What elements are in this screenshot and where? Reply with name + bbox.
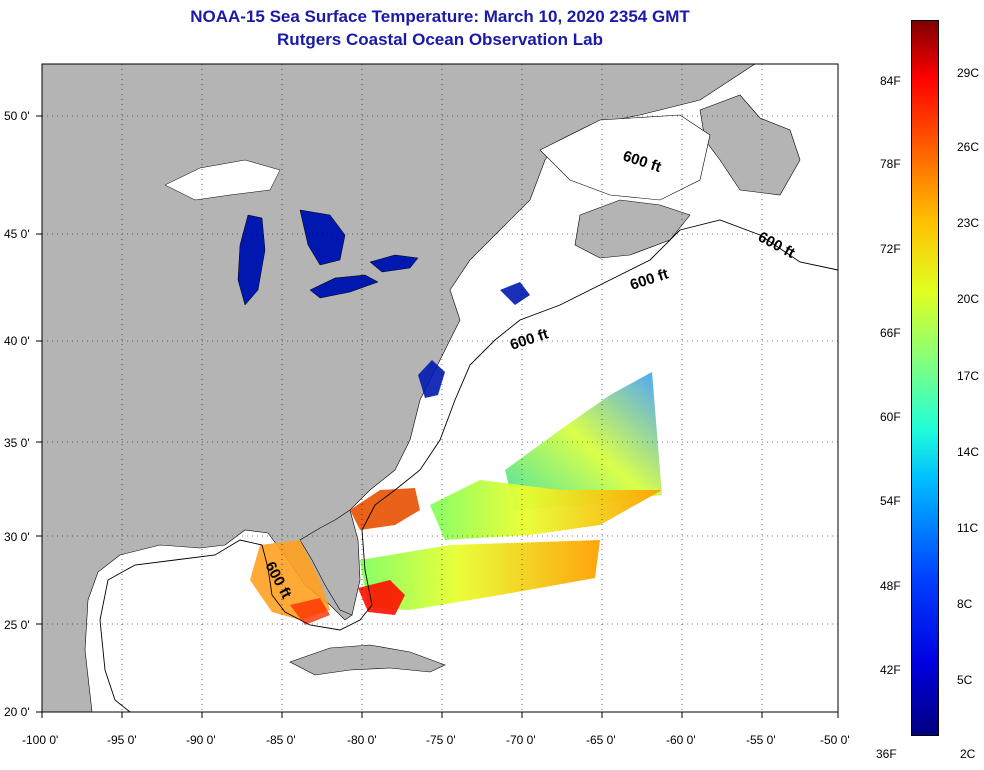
lon-label: -80 0' <box>347 733 377 747</box>
lat-label: 50 0' <box>4 109 30 123</box>
colorbar-f-label: 78F <box>880 157 901 171</box>
lon-label: -55 0' <box>746 733 776 747</box>
colorbar-f-label: 72F <box>880 242 901 256</box>
sst-florida-warm <box>358 580 405 615</box>
colorbar-f-label: 84F <box>880 74 901 88</box>
sst-swaths <box>250 282 662 625</box>
florida-peninsula <box>299 509 361 616</box>
lat-label: 20 0' <box>4 705 30 719</box>
newfoundland <box>699 94 801 196</box>
bathymetry-600ft-contour <box>99 219 839 713</box>
map-subtitle: Rutgers Coastal Ocean Observation Lab <box>277 30 603 49</box>
lake-erie <box>309 274 379 299</box>
colorbar-f-label: 36F <box>876 747 897 761</box>
map-frame <box>41 63 839 713</box>
colorbar-c-label: 8C <box>957 597 973 611</box>
colorbar-f-label: 48F <box>880 579 901 593</box>
colorbar-f-label: 66F <box>880 326 901 340</box>
sst-swath-south <box>360 540 600 610</box>
contour-label: 600 ft <box>628 266 671 294</box>
lon-label: -60 0' <box>666 733 696 747</box>
lon-label: -70 0' <box>506 733 536 747</box>
cuba <box>289 644 446 676</box>
lat-label: 40 0' <box>4 334 30 348</box>
lake-ontario <box>369 254 419 273</box>
contour-label: 600 ft <box>755 229 798 262</box>
temperature-colorbar <box>911 20 939 736</box>
lake-huron <box>299 209 346 266</box>
gulf-st-lawrence <box>539 114 711 201</box>
colorbar-c-label: 20C <box>957 292 980 306</box>
sst-swath-north <box>505 372 662 510</box>
lat-label: 35 0' <box>4 436 30 450</box>
sst-gulf-warm-south <box>290 598 330 625</box>
lake-michigan <box>237 214 266 306</box>
lake-superior <box>164 159 281 201</box>
lat-label: 25 0' <box>4 618 30 632</box>
lon-label: -100 0' <box>22 733 59 747</box>
lon-label: -65 0' <box>586 733 616 747</box>
colorbar-c-label: 29C <box>957 66 980 80</box>
sst-swath-middle <box>430 480 662 540</box>
lon-label: -85 0' <box>266 733 296 747</box>
lon-label: -50 0' <box>820 733 850 747</box>
nova-scotia <box>574 199 691 259</box>
colorbar-c-label: 5C <box>957 673 973 687</box>
contour-label: 600 ft <box>508 326 551 354</box>
sst-cape-cod-cold <box>500 282 530 305</box>
sst-chesapeake-cold <box>418 360 445 398</box>
colorbar-f-label: 42F <box>880 663 901 677</box>
colorbar-f-label: 54F <box>880 494 901 508</box>
colorbar-c-label: 11C <box>957 521 979 535</box>
colorbar-c-label: 26C <box>957 140 980 154</box>
colorbar-c-label: 14C <box>957 445 980 459</box>
sst-gulf-west-florida <box>250 540 330 620</box>
lon-label: -90 0' <box>186 733 216 747</box>
colorbar-c-label: 2C <box>960 747 976 761</box>
axis-ticks <box>36 115 839 718</box>
lat-label: 30 0' <box>4 530 30 544</box>
colorbar-f-label: 60F <box>880 410 901 424</box>
lon-label: -95 0' <box>107 733 137 747</box>
map-title: NOAA-15 Sea Surface Temperature: March 1… <box>190 7 690 26</box>
lon-label: -75 0' <box>426 733 456 747</box>
colorbar-c-label: 17C <box>957 369 980 383</box>
lat-label: 45 0' <box>4 227 30 241</box>
colorbar-c-label: 23C <box>957 216 980 230</box>
